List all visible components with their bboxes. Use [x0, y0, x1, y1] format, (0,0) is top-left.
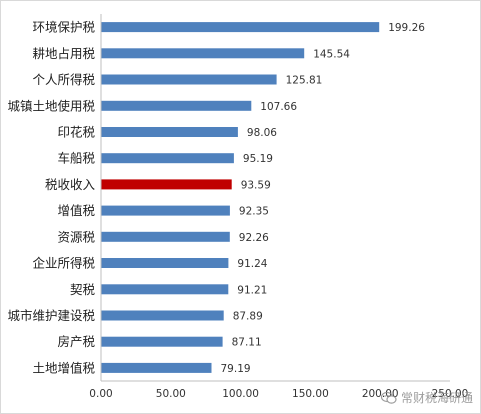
category-label: 房产税 [57, 334, 95, 349]
watermark: 常财税海研通 [380, 389, 473, 406]
x-tick-label: 50.00 [156, 388, 186, 400]
data-label: 87.89 [233, 311, 263, 323]
data-label: 91.24 [237, 258, 267, 270]
bar [101, 179, 232, 190]
bar [101, 22, 380, 33]
bar [101, 127, 238, 137]
bar [101, 310, 224, 321]
bar [101, 48, 305, 59]
category-label: 土地增值税 [32, 360, 95, 375]
data-label: 95.19 [243, 153, 273, 165]
category-label: 资源税 [57, 229, 95, 244]
category-label: 印花税 [57, 125, 95, 140]
category-label: 车船税 [57, 151, 95, 166]
bar [101, 74, 277, 85]
data-label: 79.19 [221, 363, 251, 375]
x-tick-label: 0.00 [89, 388, 112, 400]
data-label: 125.81 [286, 75, 323, 87]
category-label: 耕地占用税 [32, 46, 95, 61]
category-label: 增值税 [57, 203, 95, 218]
bar [101, 362, 212, 373]
category-label: 契税 [70, 282, 96, 297]
bar [101, 336, 223, 347]
category-label: 税收收入 [45, 177, 96, 192]
category-labels: 环境保护税耕地占用税个人所得税城镇土地使用税印花税车船税税收收入增值税资源税企业… [7, 20, 95, 376]
wechat-icon [380, 391, 397, 405]
x-tick-label: 250.00 [432, 388, 469, 400]
bar [101, 205, 230, 216]
x-tick-label: 100.00 [222, 388, 259, 400]
category-label: 企业所得税 [32, 256, 95, 271]
data-label: 107.66 [260, 101, 297, 113]
bar [101, 258, 229, 268]
data-label: 87.11 [232, 337, 262, 349]
data-label: 199.26 [388, 22, 425, 34]
data-label: 92.26 [239, 232, 269, 244]
data-label: 98.06 [247, 127, 277, 139]
bars-layer [101, 22, 380, 373]
category-label: 城市维护建设税 [7, 308, 95, 323]
category-label: 城镇土地使用税 [7, 98, 95, 113]
data-label: 145.54 [313, 48, 350, 60]
category-label: 环境保护税 [32, 20, 95, 35]
data-label: 92.35 [239, 206, 269, 218]
bar [101, 153, 234, 164]
bar [101, 100, 252, 111]
x-tick-label: 150.00 [292, 388, 329, 400]
watermark-text: 常财税海研通 [400, 391, 473, 405]
bar [101, 231, 230, 242]
x-tick-labels: 0.00 50.00 100.00 150.00 200.00 250.00 [89, 388, 468, 400]
value-labels: 199.26 145.54 125.81 107.66 98.06 95.19 93.59 9… [221, 22, 426, 375]
category-label: 个人所得税 [32, 72, 95, 87]
data-label: 93.59 [241, 179, 271, 191]
bar [101, 284, 229, 295]
data-label: 91.21 [237, 284, 267, 296]
